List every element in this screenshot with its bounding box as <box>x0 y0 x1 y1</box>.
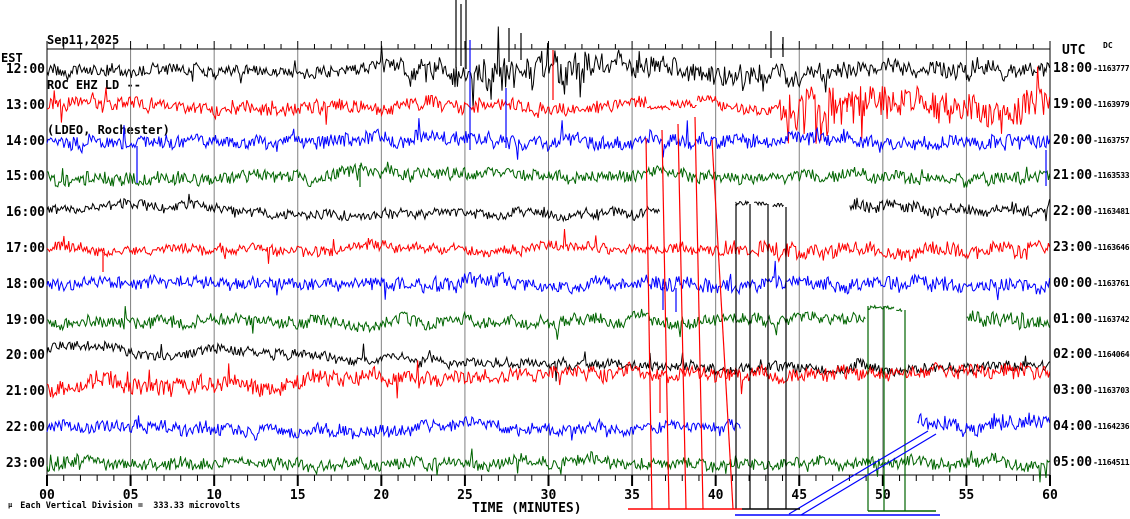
dc-value: -1163703 <box>1093 386 1130 396</box>
trace-2000 <box>46 340 1050 382</box>
x-tick-label: 45 <box>791 488 808 503</box>
x-tick-label: 55 <box>958 488 975 503</box>
utc-row: 21:00 -1163533 <box>1053 168 1130 184</box>
est-time-label: 16:00 <box>5 205 45 221</box>
est-time-label: 23:00 <box>5 455 45 471</box>
microvolt-symbol: µ <box>8 501 13 509</box>
utc-time-label: 22:00 <box>1053 204 1093 220</box>
est-time-label: 12:00 <box>5 62 45 77</box>
x-tick-label: 60 <box>1042 488 1058 503</box>
header-station: ROC EHZ LD -- <box>47 78 141 92</box>
utc-time-label: 00:00 <box>1053 275 1093 291</box>
x-tick-label: 40 <box>707 488 724 503</box>
x-tick-label: 35 <box>624 488 640 503</box>
est-time-label: 19:00 <box>5 312 45 328</box>
utc-row: 01:00 -1163742 <box>1053 311 1130 327</box>
utc-time-label: 20:00 <box>1053 132 1093 148</box>
plot-border <box>46 44 1051 476</box>
trace-2100 <box>46 360 1051 399</box>
est-time-label: 14:00 <box>5 133 45 149</box>
dc-value: -1163646 <box>1093 243 1130 252</box>
x-tick-label: 50 <box>875 488 891 503</box>
event-overlays <box>102 0 1047 516</box>
utc-row: 00:00 -1163761 <box>1053 275 1130 291</box>
dc-value: -1164236 <box>1093 422 1130 431</box>
trace-1500 <box>46 161 1051 188</box>
header-location: (LDEO, Rochester) <box>47 123 170 137</box>
utc-time-label: 19:00 <box>1053 96 1093 112</box>
dc-value: -1163979 <box>1093 99 1130 109</box>
utc-row: 18:00 -1163777 <box>1053 61 1130 76</box>
dc-value: -1163757 <box>1093 135 1130 145</box>
utc-row: 19:00 -1163979 <box>1053 96 1130 112</box>
trace-1200 <box>46 26 1051 109</box>
utc-row: 20:00 -1163757 <box>1053 132 1130 148</box>
utc-row: 03:00 -1163703 <box>1053 383 1130 399</box>
trace-1300 <box>47 66 1051 144</box>
trace-1600 <box>46 193 1051 223</box>
plot-header: Sep11,2025 ROC EHZ LD -- (LDEO, Rocheste… <box>47 3 170 168</box>
gridlines <box>46 49 1051 475</box>
utc-time-label: 21:00 <box>1053 168 1093 184</box>
utc-row: 02:00 -1164064 <box>1053 347 1130 363</box>
trace-1700 <box>46 228 1051 264</box>
header-date: Sep11,2025 <box>47 33 120 47</box>
trace-2200 <box>46 412 1051 441</box>
utc-row: 05:00 -1164511 <box>1053 454 1130 470</box>
x-tick-label: 20 <box>373 488 390 503</box>
utc-axis-label: UTC <box>1062 43 1086 58</box>
utc-row: 23:00 -1163646 <box>1053 240 1130 255</box>
x-tick-label: 30 <box>540 488 557 503</box>
dc-value: -1164511 <box>1093 457 1130 467</box>
utc-time-label: 01:00 <box>1053 311 1093 327</box>
est-time-label: 18:00 <box>5 276 45 292</box>
scale-footnote: µ Each Vertical Division = 333.33 microvo… <box>8 501 240 511</box>
est-time-label: 20:00 <box>5 348 45 364</box>
scale-note-text: Each Vertical Division = 333.33 microvol… <box>20 501 241 511</box>
utc-time-label: 05:00 <box>1053 454 1093 470</box>
trace-2300 <box>46 448 1050 483</box>
est-time-label: 22:00 <box>5 420 45 435</box>
est-time-label: 17:00 <box>5 241 45 256</box>
utc-time-label: 23:00 <box>1053 240 1093 255</box>
dc-value: -1164064 <box>1093 350 1130 360</box>
dc-value: -1163481 <box>1093 207 1130 217</box>
dc-value: -1163761 <box>1093 278 1130 288</box>
traces <box>46 26 1051 483</box>
utc-time-label: 02:00 <box>1053 347 1093 363</box>
x-tick-label: 15 <box>289 488 306 503</box>
dc-value: -1163533 <box>1093 171 1130 181</box>
est-time-label: 21:00 <box>5 384 45 400</box>
utc-time-label: 04:00 <box>1053 419 1093 434</box>
x-tick-label: 00 <box>39 488 55 503</box>
trace-1800 <box>46 260 1051 301</box>
x-tick-label: 10 <box>206 488 222 503</box>
est-time-label: 13:00 <box>5 97 45 113</box>
dc-value: -1163742 <box>1093 314 1130 324</box>
x-tick-label: 05 <box>122 488 139 503</box>
trace-1900 <box>46 304 1051 340</box>
est-axis-label: EST <box>1 51 23 65</box>
x-tick-label: 25 <box>457 488 473 503</box>
trace-1400 <box>46 118 1051 160</box>
utc-time-label: 18:00 <box>1053 61 1093 76</box>
utc-row: 04:00 -1164236 <box>1053 419 1130 434</box>
axis-ticks <box>46 41 1051 486</box>
est-time-label: 15:00 <box>5 169 45 185</box>
utc-time-label: 03:00 <box>1053 383 1093 399</box>
utc-row: 22:00 -1163481 <box>1053 204 1130 220</box>
dc-axis-label: DC <box>1103 41 1113 50</box>
dc-value: -1163777 <box>1093 64 1130 73</box>
time-axis-title: TIME (MINUTES) <box>472 501 582 516</box>
